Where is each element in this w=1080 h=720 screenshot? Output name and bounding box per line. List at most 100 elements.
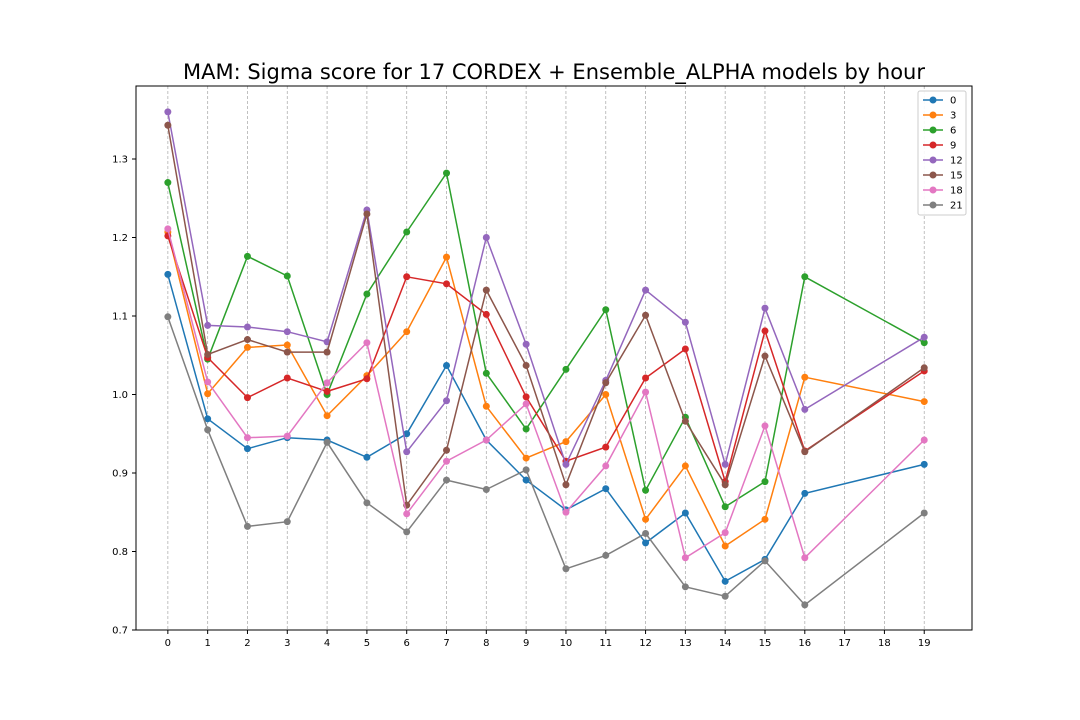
data-point — [164, 179, 172, 187]
data-point — [403, 448, 411, 456]
data-point — [602, 551, 610, 559]
legend-swatch-marker — [929, 126, 937, 134]
data-point — [403, 228, 411, 236]
data-point — [204, 378, 212, 386]
data-point — [681, 509, 689, 517]
data-point — [283, 518, 291, 526]
data-point — [761, 352, 769, 360]
series-line — [167, 316, 925, 606]
data-point — [363, 375, 371, 383]
data-point — [323, 379, 331, 387]
data-point — [482, 369, 490, 377]
series-line — [167, 125, 925, 508]
data-point — [642, 539, 650, 547]
data-point — [761, 327, 769, 335]
data-point — [204, 350, 212, 358]
x-tick-label: 10 — [560, 638, 573, 649]
data-point — [363, 210, 371, 218]
data-point — [283, 432, 291, 440]
legend-swatch-marker — [929, 96, 937, 104]
data-point — [562, 460, 570, 468]
data-point — [164, 121, 172, 129]
x-tick-label: 13 — [679, 638, 692, 649]
x-tick-label: 17 — [838, 638, 851, 649]
data-point — [801, 554, 809, 562]
data-point — [443, 476, 451, 484]
data-point — [403, 510, 411, 518]
data-point — [482, 436, 490, 444]
data-point — [204, 426, 212, 434]
data-point — [443, 280, 451, 288]
data-point — [642, 388, 650, 396]
data-point — [482, 485, 490, 493]
x-tick-label: 8 — [483, 638, 489, 649]
data-point — [602, 443, 610, 451]
legend-entry: 3 — [923, 111, 956, 122]
data-point — [522, 393, 530, 401]
data-point — [761, 478, 769, 486]
data-point — [642, 515, 650, 523]
data-point — [164, 225, 172, 233]
data-point — [243, 394, 251, 402]
legend-label: 9 — [950, 141, 956, 152]
data-point — [283, 341, 291, 349]
x-tick-label: 5 — [364, 638, 370, 649]
legend-entry: 0 — [923, 96, 956, 107]
data-point — [482, 402, 490, 410]
data-point — [721, 542, 729, 550]
data-point — [363, 339, 371, 347]
data-point — [283, 348, 291, 356]
data-point — [681, 554, 689, 562]
legend-entry: 9 — [923, 141, 956, 152]
legend-entry: 18 — [923, 186, 963, 197]
data-point — [721, 577, 729, 585]
data-point — [761, 515, 769, 523]
data-point — [761, 304, 769, 312]
data-point — [482, 234, 490, 242]
x-tick-label: 4 — [324, 638, 330, 649]
series-line — [167, 274, 925, 583]
data-point — [721, 481, 729, 489]
legend-label: 0 — [950, 96, 956, 107]
data-point — [642, 529, 650, 537]
data-point — [721, 460, 729, 468]
data-point — [443, 446, 451, 454]
data-point — [801, 273, 809, 281]
data-point — [443, 457, 451, 465]
data-point — [920, 509, 928, 517]
data-point — [801, 489, 809, 497]
series-line — [167, 228, 925, 560]
x-tick-label: 2 — [244, 638, 250, 649]
data-point — [562, 508, 570, 516]
legend-entry: 12 — [923, 156, 963, 167]
data-point — [164, 313, 172, 321]
data-point — [602, 379, 610, 387]
data-point — [522, 454, 530, 462]
data-point — [482, 310, 490, 318]
legend-entry: 21 — [923, 201, 963, 212]
legend-label: 3 — [950, 111, 956, 122]
series-line — [167, 111, 925, 468]
x-tick-label: 15 — [759, 638, 772, 649]
data-point — [443, 397, 451, 405]
chart-title: MAM: Sigma score for 17 CORDEX + Ensembl… — [182, 60, 926, 84]
legend-swatch-marker — [929, 111, 937, 119]
data-point — [681, 417, 689, 425]
data-point — [602, 306, 610, 314]
data-point — [920, 460, 928, 468]
series-18 — [164, 225, 928, 562]
x-tick-label: 3 — [284, 638, 290, 649]
x-tick-label: 16 — [798, 638, 811, 649]
data-point — [522, 400, 530, 408]
data-point — [403, 328, 411, 336]
data-point — [920, 398, 928, 406]
data-point — [522, 425, 530, 433]
data-point — [642, 286, 650, 294]
series-line — [167, 231, 925, 548]
x-tick-label: 1 — [204, 638, 210, 649]
data-point — [801, 601, 809, 609]
data-point — [721, 529, 729, 537]
data-point — [363, 453, 371, 461]
data-point — [283, 328, 291, 336]
